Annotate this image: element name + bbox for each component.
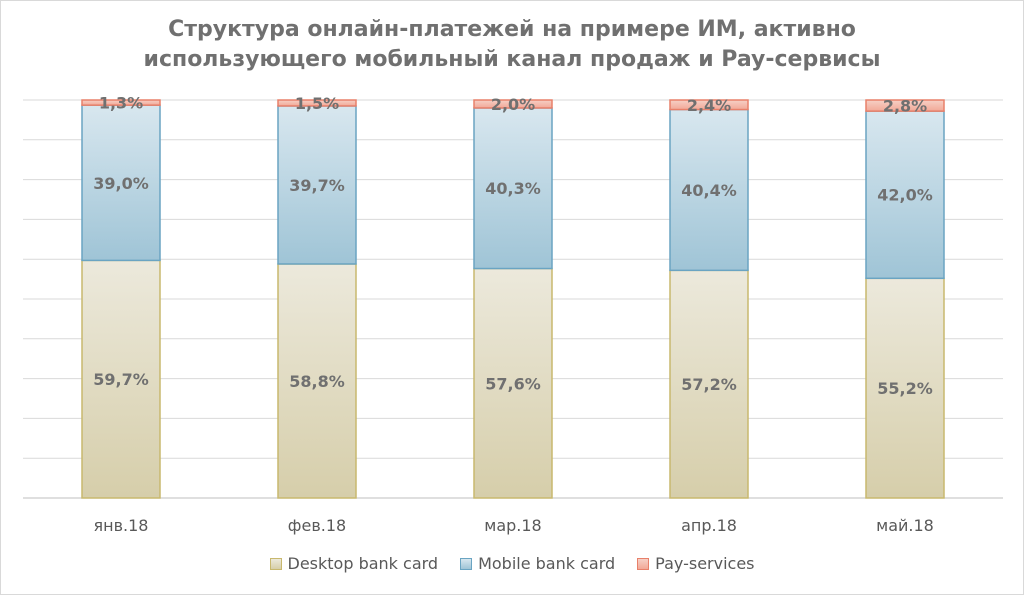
bar-pay-5 (865, 99, 945, 112)
data-label-desktop-4: 57,2% (681, 375, 737, 394)
data-label-desktop-5: 55,2% (877, 379, 933, 398)
data-label-desktop-1: 59,7% (93, 370, 149, 389)
bar-pay-3 (473, 99, 553, 109)
data-label-desktop-2: 58,8% (289, 372, 345, 391)
x-tick-label-2: фев.18 (288, 516, 346, 535)
data-label-pay-3: 2,0% (491, 95, 535, 114)
bar-desktop-3 (473, 267, 553, 499)
data-label-mobile-3: 40,3% (485, 179, 541, 198)
data-label-pay-2: 1,5% (295, 94, 339, 113)
bar-mobile-2 (277, 105, 357, 265)
bar-pay-4 (669, 99, 749, 111)
legend: Desktop bank card Mobile bank card Pay-s… (1, 554, 1023, 574)
legend-swatch-mobile (460, 558, 473, 570)
bar-pay-1 (81, 99, 161, 106)
bar-desktop-1 (81, 259, 161, 499)
data-labels: 59,7% 39,0% 1,3% 58,8% 39,7% 1,5% 57,6% 40,3% 2,… (93, 94, 933, 399)
bar-desktop-5 (865, 277, 945, 499)
chart-title-line-2: использующего мобильный канал продаж и P… (143, 47, 881, 72)
legend-swatch-pay (637, 558, 650, 570)
data-label-pay-4: 2,4% (687, 96, 731, 115)
legend-label-mobile: Mobile bank card (478, 554, 616, 573)
bars (81, 99, 945, 499)
legend-label-pay: Pay-services (655, 554, 755, 573)
data-label-pay-1: 1,3% (99, 94, 143, 113)
legend-label-desktop: Desktop bank card (287, 554, 439, 573)
bar-mobile-1 (81, 104, 161, 262)
bar-mobile-5 (865, 110, 945, 280)
chart-title: Структура онлайн-платежей на примере ИМ,… (1, 15, 1023, 75)
x-tick-label-1: янв.18 (94, 516, 149, 535)
bar-desktop-4 (669, 269, 749, 499)
data-label-pay-5: 2,8% (883, 97, 927, 116)
x-tick-label-3: мар.18 (484, 516, 541, 535)
data-label-desktop-3: 57,6% (485, 374, 541, 393)
x-tick-label-5: май.18 (876, 516, 934, 535)
x-tick-label-4: апр.18 (681, 516, 737, 535)
legend-item-pay: Pay-services (637, 554, 755, 574)
data-label-mobile-2: 39,7% (289, 176, 345, 195)
x-axis-ticks: янв.18 фев.18 мар.18 апр.18 май.18 (94, 516, 934, 535)
legend-swatch-desktop (269, 558, 282, 570)
legend-item-mobile: Mobile bank card (460, 554, 615, 574)
bar-desktop-2 (277, 263, 357, 499)
data-label-mobile-1: 39,0% (93, 174, 149, 193)
data-label-mobile-4: 40,4% (681, 181, 737, 200)
data-label-mobile-5: 42,0% (877, 186, 933, 205)
legend-item-desktop: Desktop bank card (269, 554, 439, 574)
chart-title-line-1: Структура онлайн-платежей на примере ИМ,… (168, 17, 856, 42)
bar-pay-2 (277, 99, 357, 107)
